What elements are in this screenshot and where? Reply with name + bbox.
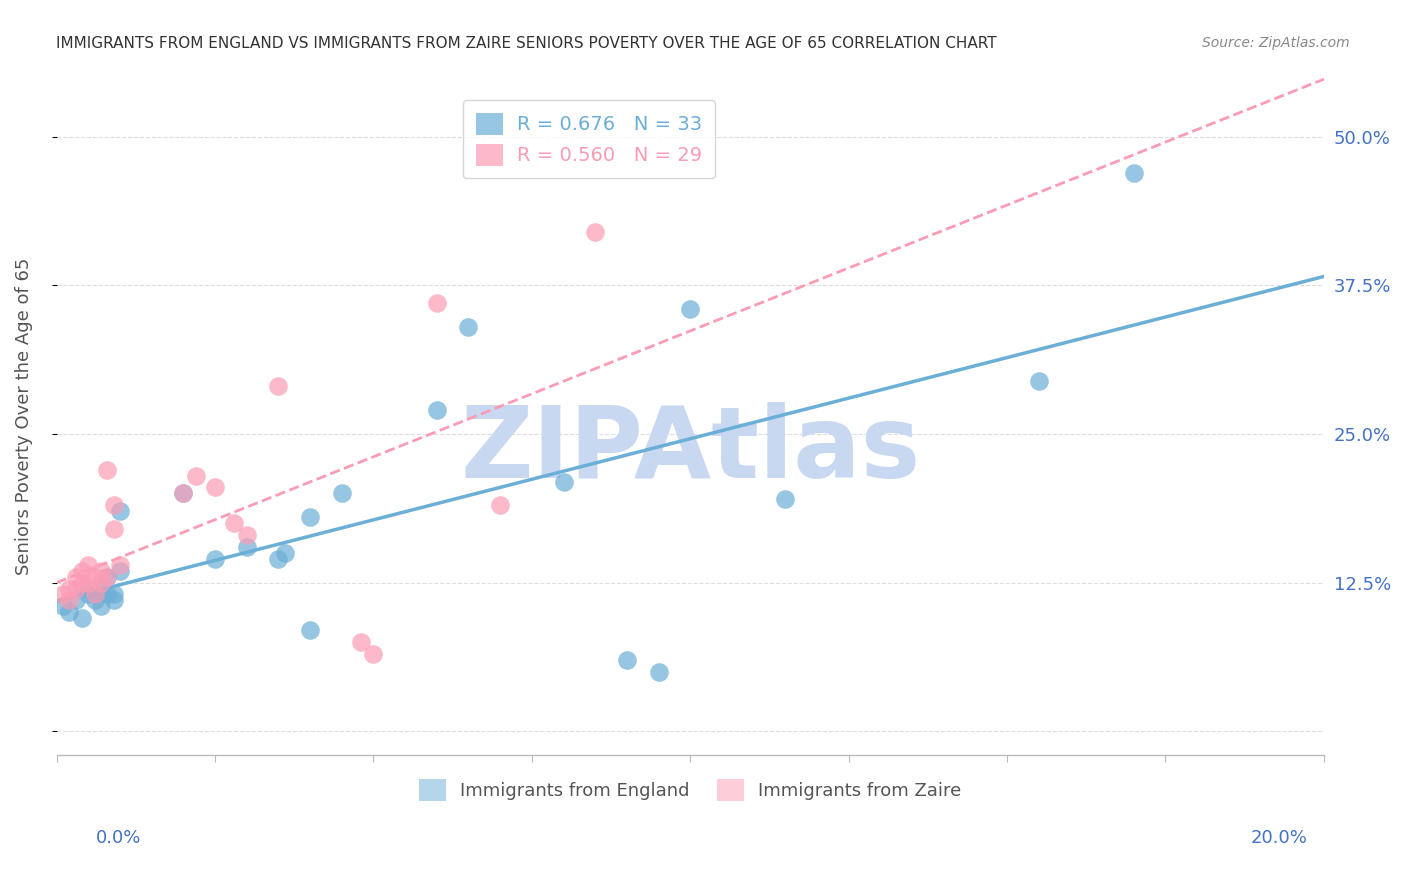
Point: [583, 225, 606, 239]
Point: [90, 575, 112, 590]
Point: [647, 665, 669, 679]
Point: [426, 296, 449, 310]
Point: [65, 569, 87, 583]
Point: [77, 582, 100, 596]
Point: [58, 605, 80, 619]
Point: [52, 599, 75, 614]
Legend: Immigrants from England, Immigrants from Zaire: Immigrants from England, Immigrants from…: [406, 766, 974, 814]
Point: [83, 587, 105, 601]
Point: [58, 582, 80, 596]
Point: [96, 587, 118, 601]
Point: [52, 587, 75, 601]
Text: 0.0%: 0.0%: [96, 829, 141, 847]
Point: [77, 575, 100, 590]
Point: [172, 486, 194, 500]
Point: [457, 320, 479, 334]
Point: [679, 302, 702, 317]
Point: [83, 569, 105, 583]
Point: [96, 569, 118, 583]
Text: 20.0%: 20.0%: [1251, 829, 1308, 847]
Point: [103, 593, 125, 607]
Point: [65, 582, 87, 596]
Point: [616, 653, 638, 667]
Point: [426, 403, 449, 417]
Point: [108, 504, 131, 518]
Point: [96, 569, 118, 583]
Point: [330, 486, 353, 500]
Point: [90, 564, 112, 578]
Point: [90, 599, 112, 614]
Point: [108, 558, 131, 572]
Point: [489, 498, 512, 512]
Point: [267, 379, 290, 393]
Text: IMMIGRANTS FROM ENGLAND VS IMMIGRANTS FROM ZAIRE SENIORS POVERTY OVER THE AGE OF: IMMIGRANTS FROM ENGLAND VS IMMIGRANTS FR…: [56, 36, 997, 51]
Point: [83, 587, 105, 601]
Point: [90, 582, 112, 596]
Point: [103, 498, 125, 512]
Point: [96, 463, 118, 477]
Point: [235, 540, 257, 554]
Point: [70, 575, 93, 590]
Point: [775, 492, 797, 507]
Point: [58, 593, 80, 607]
Point: [299, 623, 322, 637]
Point: [77, 587, 100, 601]
Point: [204, 481, 226, 495]
Point: [222, 516, 245, 530]
Point: [70, 564, 93, 578]
Point: [108, 564, 131, 578]
Point: [77, 558, 100, 572]
Point: [1028, 374, 1050, 388]
Point: [350, 635, 373, 649]
Point: [65, 593, 87, 607]
Point: [1122, 165, 1144, 179]
Text: Source: ZipAtlas.com: Source: ZipAtlas.com: [1202, 36, 1350, 50]
Point: [363, 647, 385, 661]
Point: [172, 486, 194, 500]
Point: [299, 510, 322, 524]
Point: [184, 468, 207, 483]
Point: [83, 593, 105, 607]
Point: [267, 551, 290, 566]
Point: [204, 551, 226, 566]
Point: [103, 587, 125, 601]
Point: [553, 475, 575, 489]
Point: [235, 528, 257, 542]
Text: ZIPAtlas: ZIPAtlas: [460, 401, 921, 499]
Point: [70, 611, 93, 625]
Point: [274, 546, 297, 560]
Point: [103, 522, 125, 536]
Y-axis label: Seniors Poverty Over the Age of 65: Seniors Poverty Over the Age of 65: [15, 258, 32, 574]
